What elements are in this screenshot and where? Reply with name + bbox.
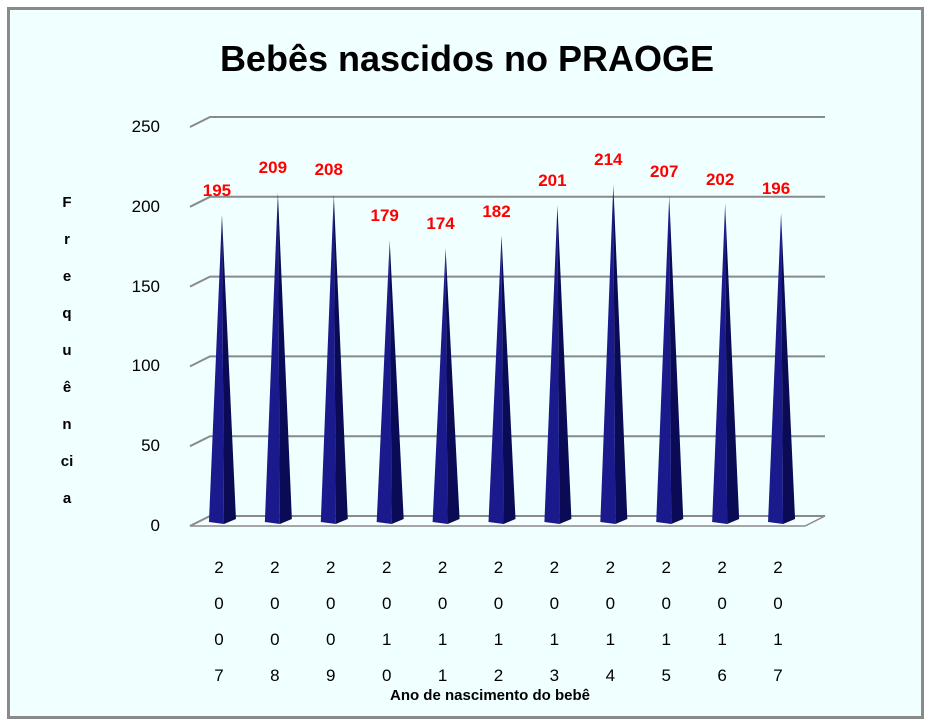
data-label: 214	[594, 150, 623, 170]
bar-face	[557, 205, 572, 525]
x-tick-label: 2009	[326, 558, 336, 685]
bar	[600, 184, 628, 524]
bar-face	[712, 203, 728, 524]
bar	[432, 248, 460, 524]
bar-face	[781, 213, 796, 524]
y-axis-title: Frequência	[60, 194, 74, 507]
bar-face	[501, 235, 516, 524]
bar-face	[669, 195, 684, 525]
bar-face	[488, 235, 504, 524]
bar	[320, 194, 348, 525]
bar-face	[613, 184, 628, 524]
x-axis-title: Ano de nascimento do bebê	[389, 687, 591, 704]
x-tick-label: 2008	[270, 558, 280, 685]
bar	[208, 214, 236, 524]
bar	[656, 195, 684, 525]
chart-title: Bebês nascidos no PRAOGE	[219, 38, 715, 79]
y-tick-label: 100	[131, 356, 160, 376]
x-tick-label: 2010	[381, 558, 392, 685]
chart-frame	[7, 7, 924, 719]
bar-face	[277, 192, 292, 524]
data-label: 196	[761, 179, 791, 199]
data-label: 209	[258, 158, 288, 178]
data-label: 195	[202, 180, 232, 200]
bar	[768, 213, 796, 524]
bar	[488, 235, 516, 524]
x-tick-label: 2013	[549, 558, 560, 685]
bar-face	[544, 205, 560, 525]
bar-face	[768, 213, 784, 524]
data-label: 207	[650, 161, 679, 181]
bar	[376, 240, 404, 525]
grid-line	[189, 275, 825, 288]
bar-face	[600, 184, 616, 524]
x-tick-label: 2011	[437, 558, 448, 685]
bar-face	[208, 214, 224, 524]
bar-face	[656, 195, 672, 525]
x-tick-label: 2016	[717, 558, 727, 685]
grid-line	[189, 116, 825, 128]
data-label: 201	[538, 171, 567, 191]
data-label: 182	[482, 201, 511, 221]
bar-face	[320, 194, 336, 525]
bar-face	[221, 214, 236, 524]
y-tick-label: 0	[150, 516, 160, 535]
bar	[712, 203, 740, 524]
x-tick-label: 2012	[493, 558, 504, 685]
x-tick-label: 2017	[773, 558, 783, 685]
data-label: 208	[314, 160, 343, 180]
bar-face	[445, 248, 460, 524]
y-tick-label: 50	[141, 436, 160, 456]
bar	[544, 205, 572, 525]
grid-line	[189, 195, 825, 208]
bar-face	[264, 192, 280, 524]
bar-face	[333, 194, 348, 525]
y-tick-label: 150	[131, 276, 160, 296]
data-label: 174	[426, 214, 455, 234]
x-tick-label: 2007	[214, 558, 224, 685]
bar	[264, 192, 292, 524]
y-tick-label: 200	[131, 196, 160, 216]
bar-face	[389, 240, 404, 525]
x-tick-label: 2015	[661, 558, 671, 685]
bar-face	[725, 203, 740, 524]
bar-face	[432, 248, 448, 524]
y-tick-label: 250	[131, 117, 160, 136]
data-label: 179	[370, 206, 399, 226]
x-tick-label: 2014	[605, 558, 616, 685]
data-label: 202	[705, 169, 735, 189]
bar-face	[376, 240, 392, 525]
